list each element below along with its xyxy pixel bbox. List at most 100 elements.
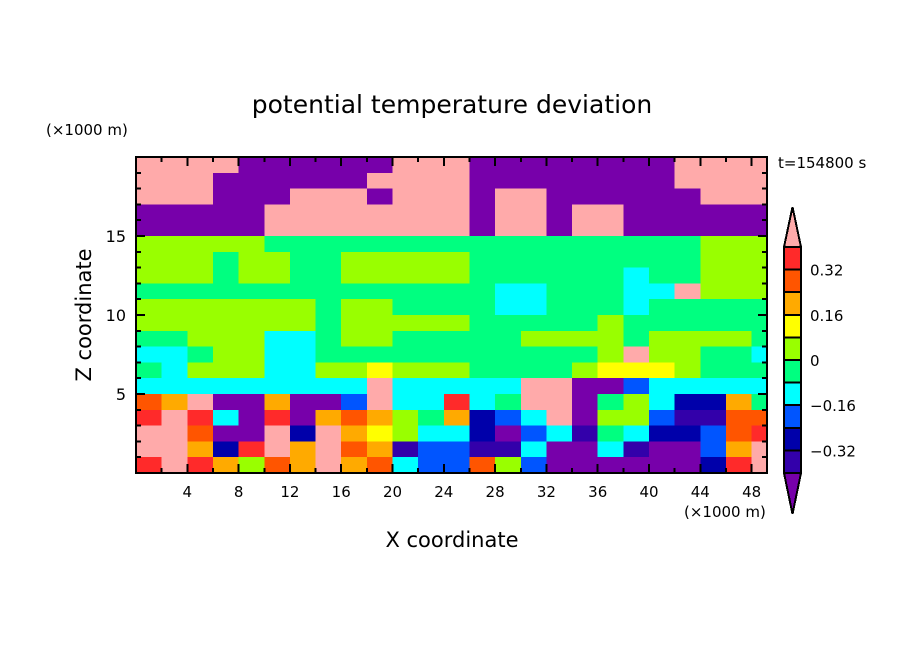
heatmap-cell bbox=[469, 283, 496, 300]
heatmap-cell bbox=[289, 283, 317, 300]
heatmap-cell bbox=[366, 346, 394, 363]
heatmap-cell bbox=[341, 204, 368, 221]
heatmap-cell bbox=[264, 362, 291, 379]
heatmap-cell bbox=[443, 425, 470, 442]
heatmap-cell bbox=[238, 425, 265, 442]
heatmap-cell bbox=[700, 362, 727, 379]
heatmap-cell bbox=[341, 157, 368, 174]
heatmap-cell bbox=[751, 315, 768, 332]
heatmap-cell bbox=[469, 378, 496, 395]
heatmap-cell bbox=[700, 157, 727, 174]
heatmap-cell bbox=[161, 394, 188, 411]
heatmap-cell bbox=[623, 394, 650, 411]
heatmap-cell bbox=[751, 236, 768, 253]
heatmap-cell bbox=[161, 346, 188, 363]
heatmap-cell bbox=[392, 220, 419, 237]
heatmap-cells bbox=[136, 157, 768, 474]
heatmap-cell bbox=[238, 283, 265, 300]
heatmap-cell bbox=[315, 346, 342, 363]
heatmap-cell bbox=[418, 441, 445, 458]
heatmap-cell bbox=[623, 267, 650, 284]
heatmap-cell bbox=[264, 267, 291, 284]
heatmap-cell bbox=[649, 394, 676, 411]
heatmap-cell bbox=[238, 378, 265, 395]
heatmap-cell bbox=[546, 299, 573, 316]
heatmap-cell bbox=[597, 425, 624, 442]
heatmap-cell bbox=[289, 425, 317, 442]
heatmap-cell bbox=[366, 251, 394, 269]
heatmap-cell bbox=[366, 188, 394, 205]
x-tick-labels: 4 8 12 16 20 24 28 32 36 40 44 48 bbox=[183, 483, 762, 501]
heatmap-cell bbox=[187, 172, 214, 190]
heatmap-cell bbox=[725, 172, 753, 190]
heatmap-cell bbox=[649, 204, 676, 221]
heatmap-cell bbox=[520, 220, 547, 237]
heatmap-cell bbox=[212, 299, 240, 316]
heatmap-cell bbox=[674, 188, 701, 205]
heatmap-cell bbox=[443, 315, 470, 332]
x-tick-label: 24 bbox=[434, 483, 453, 501]
heatmap-cell bbox=[289, 299, 317, 316]
x-tick-label: 8 bbox=[234, 483, 244, 501]
heatmap-cell bbox=[700, 315, 727, 332]
heatmap-cell bbox=[136, 330, 163, 348]
heatmap-cell bbox=[495, 409, 522, 427]
heatmap-cell bbox=[392, 409, 419, 427]
heatmap-cell bbox=[751, 441, 768, 458]
heatmap-cell bbox=[443, 172, 470, 190]
heatmap-cell bbox=[161, 315, 188, 332]
heatmap-cell bbox=[751, 409, 768, 427]
heatmap-cell bbox=[289, 204, 317, 221]
colorbar-segment bbox=[783, 291, 802, 316]
heatmap-cell bbox=[187, 267, 214, 284]
heatmap-cell bbox=[366, 236, 394, 253]
heatmap-cell bbox=[289, 315, 317, 332]
heatmap-cell bbox=[495, 330, 522, 348]
heatmap-cell bbox=[443, 346, 470, 363]
y-axis-label: Z coordinate bbox=[72, 248, 96, 381]
heatmap-cell bbox=[315, 204, 342, 221]
heatmap-cell bbox=[315, 172, 342, 190]
heatmap-cell bbox=[520, 394, 547, 411]
heatmap-cell bbox=[623, 362, 650, 379]
heatmap-cell bbox=[674, 346, 701, 363]
heatmap-cell bbox=[264, 346, 291, 363]
heatmap-cell bbox=[366, 283, 394, 300]
heatmap-cell bbox=[366, 315, 394, 332]
heatmap-cell bbox=[315, 251, 342, 269]
heatmap-cell bbox=[725, 409, 753, 427]
heatmap-cell bbox=[136, 346, 163, 363]
heatmap-cell bbox=[136, 362, 163, 379]
heatmap-cell bbox=[341, 220, 368, 237]
heatmap-cell bbox=[289, 220, 317, 237]
heatmap-cell bbox=[212, 457, 240, 474]
heatmap-cell bbox=[674, 330, 701, 348]
heatmap-cell bbox=[238, 172, 265, 190]
heatmap-cell bbox=[264, 457, 291, 474]
heatmap-cell bbox=[341, 441, 368, 458]
heatmap-cell bbox=[187, 251, 214, 269]
heatmap-cell bbox=[751, 188, 768, 205]
heatmap-cell bbox=[264, 299, 291, 316]
heatmap-cell bbox=[187, 157, 214, 174]
heatmap-cell bbox=[418, 409, 445, 427]
heatmap-cell bbox=[597, 283, 624, 300]
heatmap-cell bbox=[264, 441, 291, 458]
heatmap-cell bbox=[597, 157, 624, 174]
heatmap-cell bbox=[725, 220, 753, 237]
heatmap-cell bbox=[469, 394, 496, 411]
heatmap-cell bbox=[315, 394, 342, 411]
heatmap-cell bbox=[546, 394, 573, 411]
heatmap-cell bbox=[725, 315, 753, 332]
heatmap-cell bbox=[418, 251, 445, 269]
heatmap-cell bbox=[187, 299, 214, 316]
heatmap-cell bbox=[315, 441, 342, 458]
heatmap-cell bbox=[469, 157, 496, 174]
heatmap-cell bbox=[469, 220, 496, 237]
heatmap-cell bbox=[443, 378, 470, 395]
heatmap-cell bbox=[674, 236, 701, 253]
heatmap-cell bbox=[238, 457, 265, 474]
heatmap-cell bbox=[418, 457, 445, 474]
heatmap-cell bbox=[341, 267, 368, 284]
heatmap-cell bbox=[623, 251, 650, 269]
